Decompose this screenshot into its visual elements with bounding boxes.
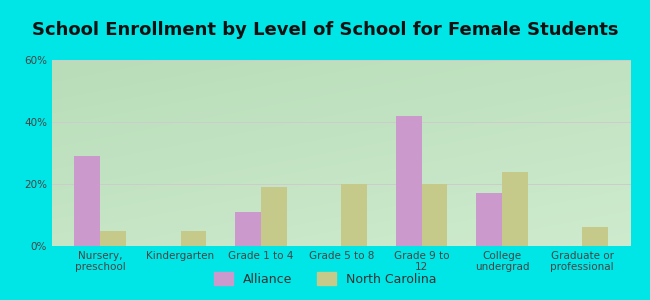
Bar [261, 187, 287, 246]
Bar [181, 230, 206, 246]
Bar [235, 212, 261, 246]
Bar [422, 184, 447, 246]
Bar [476, 193, 502, 246]
Bar [502, 172, 528, 246]
Text: School Enrollment by Level of School for Female Students: School Enrollment by Level of School for… [32, 21, 618, 39]
Bar [396, 116, 422, 246]
Bar [582, 227, 608, 246]
Legend: Alliance, North Carolina: Alliance, North Carolina [209, 267, 441, 291]
Bar [341, 184, 367, 246]
Bar [75, 156, 100, 246]
Bar [100, 230, 126, 246]
